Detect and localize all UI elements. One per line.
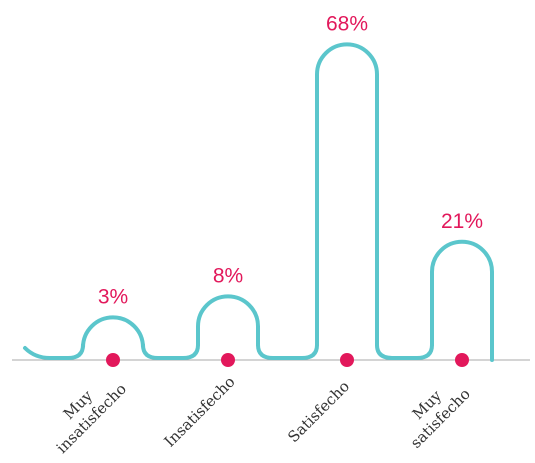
value-label: 68% bbox=[326, 12, 368, 35]
value-label: 21% bbox=[441, 210, 483, 233]
wave-connector bbox=[375, 343, 434, 360]
category-dot bbox=[455, 353, 469, 367]
wave-connector bbox=[23, 343, 85, 360]
wave-connector bbox=[141, 343, 200, 360]
category-dot bbox=[221, 353, 235, 367]
category-dot bbox=[106, 353, 120, 367]
category-dot bbox=[340, 353, 354, 367]
wave-connector bbox=[256, 343, 319, 360]
bar bbox=[315, 42, 379, 347]
bar bbox=[81, 315, 145, 348]
value-label: 3% bbox=[98, 285, 128, 308]
bar bbox=[196, 294, 260, 347]
value-label: 8% bbox=[213, 264, 243, 287]
bar bbox=[430, 239, 494, 362]
